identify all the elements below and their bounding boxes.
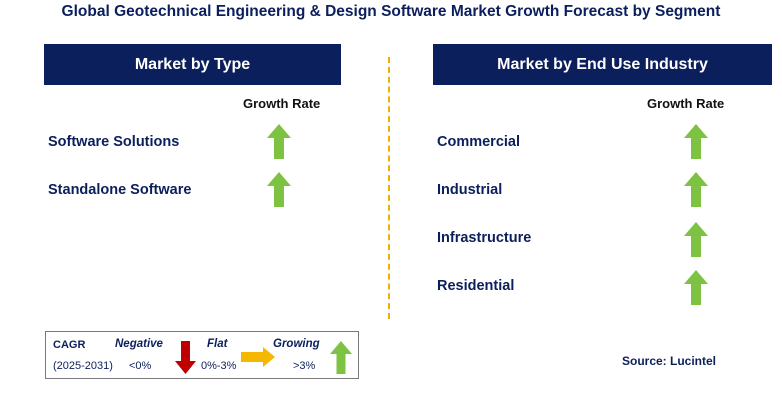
cagr-legend: CAGR (2025-2031) Negative <0% Flat 0%-3%… <box>45 331 359 379</box>
legend-growing-label: Growing <box>273 338 320 350</box>
segment-infrastructure: Infrastructure <box>437 230 532 246</box>
flat-arrow-icon <box>241 347 275 367</box>
growing-arrow-icon <box>684 172 708 207</box>
legend-period: (2025-2031) <box>53 360 113 372</box>
segment-residential: Residential <box>437 278 515 294</box>
growing-arrow-icon <box>684 270 708 305</box>
panel-divider <box>388 57 390 319</box>
type-growth-rate-label: Growth Rate <box>243 96 321 111</box>
source-note: Source: Lucintel <box>622 354 717 368</box>
legend-growing-range: >3% <box>293 360 316 372</box>
negative-arrow-icon <box>175 341 196 374</box>
segment-standalone-software: Standalone Software <box>48 182 192 198</box>
legend-negative-range: <0% <box>129 360 152 372</box>
segment-industrial: Industrial <box>437 182 503 198</box>
chart-title: Global Geotechnical Engineering & Design… <box>61 3 721 20</box>
legend-cagr-label: CAGR <box>53 339 86 351</box>
segment-commercial: Commercial <box>437 134 521 150</box>
growing-arrow-icon <box>267 124 291 159</box>
legend-flat-label: Flat <box>207 338 228 350</box>
legend-negative-label: Negative <box>115 338 163 350</box>
end-use-panel-header: Market by End Use Industry <box>433 44 772 85</box>
type-panel-header: Market by Type <box>44 44 341 85</box>
legend-flat-range: 0%-3% <box>201 360 237 372</box>
growing-arrow-icon <box>684 222 708 257</box>
segment-software-solutions: Software Solutions <box>48 134 180 150</box>
growing-arrow-icon <box>330 341 352 374</box>
growing-arrow-icon <box>267 172 291 207</box>
growing-arrow-icon <box>684 124 708 159</box>
end-use-growth-rate-label: Growth Rate <box>647 96 725 111</box>
